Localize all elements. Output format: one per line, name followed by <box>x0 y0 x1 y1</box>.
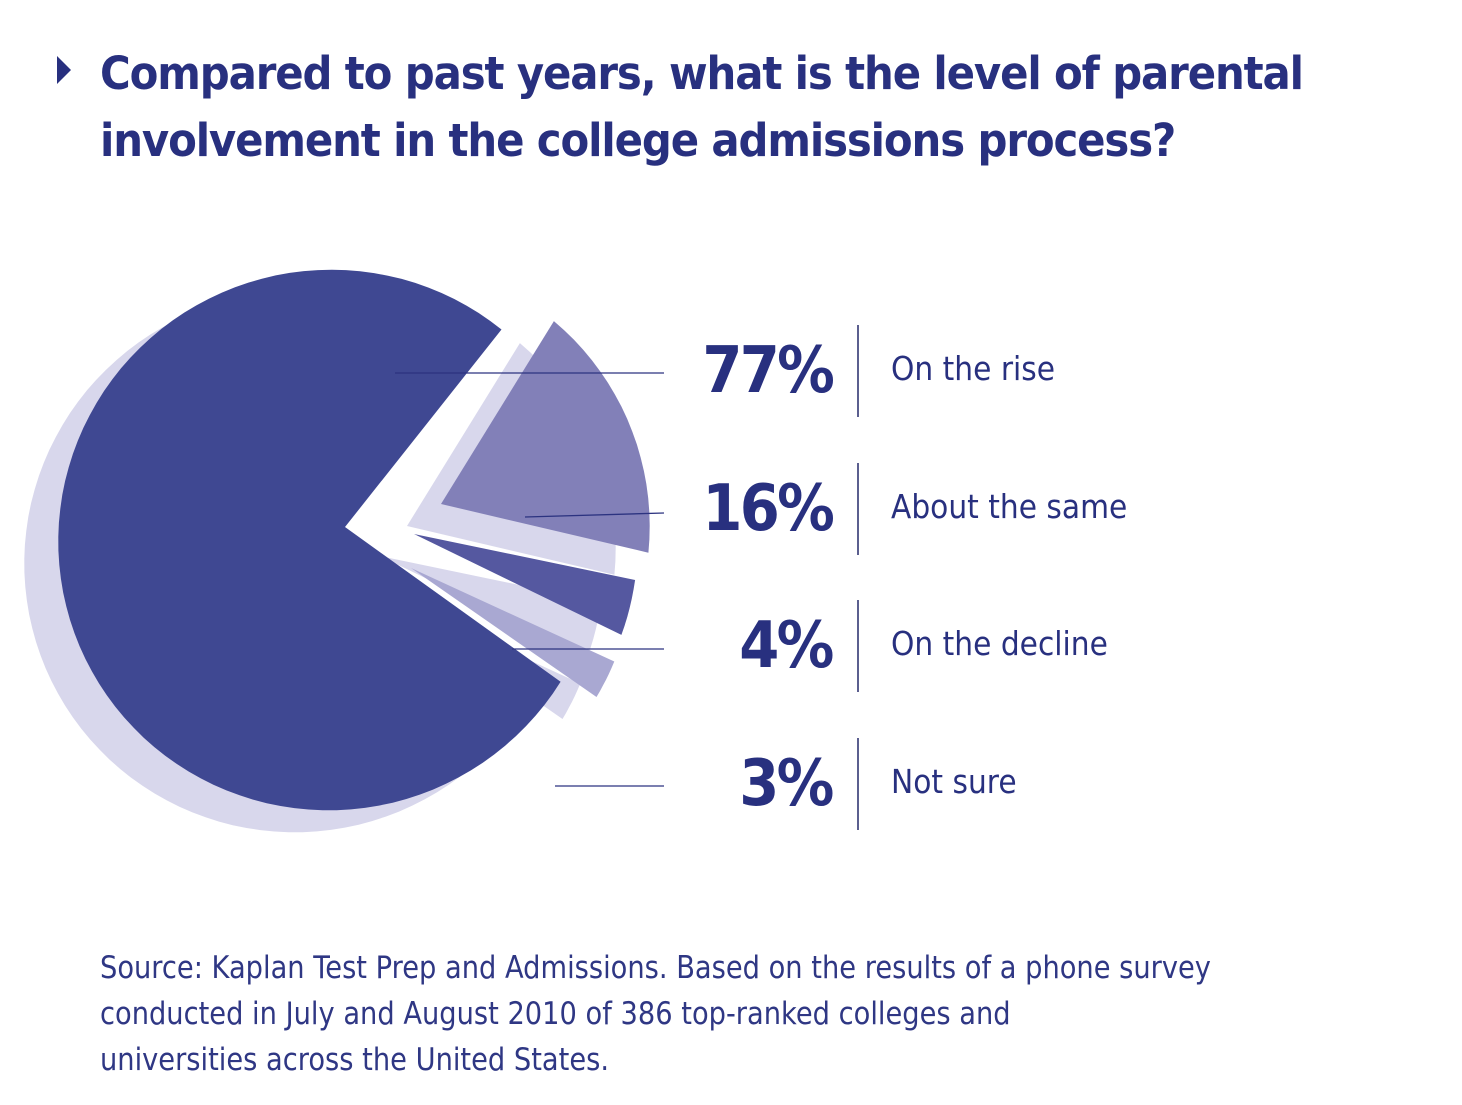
legend-row-about-the-same: 16% About the same <box>680 463 1440 555</box>
triangle-right-icon <box>57 56 71 84</box>
category-label-not-sure: Not sure <box>891 762 1017 801</box>
category-label-about-the-same: About the same <box>891 487 1128 526</box>
pie-slice-layer <box>58 269 650 811</box>
legend-row-on-the-decline: 4% On the decline <box>680 600 1440 692</box>
legend-divider <box>857 600 859 692</box>
chart-title: Compared to past years, what is the leve… <box>100 47 1304 167</box>
leader-line-layer <box>395 372 665 787</box>
pie-slice-on-the-rise <box>58 269 561 811</box>
value-label-on-the-rise: 77% <box>702 334 834 408</box>
category-label-on-the-rise: On the rise <box>891 349 1056 388</box>
legend-divider <box>857 463 859 555</box>
pie-slice-not-sure <box>411 568 615 697</box>
value-label-not-sure: 3% <box>739 747 835 821</box>
pie-slice-on-the-decline <box>414 534 636 635</box>
value-label-on-the-decline: 4% <box>739 609 835 683</box>
pie-slice-about-the-same <box>441 321 650 553</box>
leader-line-about-the-same <box>524 512 665 518</box>
legend-divider <box>857 325 859 417</box>
legend-row-on-the-rise: 77% On the rise <box>680 325 1440 417</box>
legend-divider <box>857 738 859 830</box>
value-label-about-the-same: 16% <box>702 472 834 546</box>
category-label-on-the-decline: On the decline <box>891 624 1108 663</box>
source-note: Source: Kaplan Test Prep and Admissions.… <box>100 950 1211 1078</box>
legend-row-not-sure: 3% Not sure <box>680 738 1440 830</box>
